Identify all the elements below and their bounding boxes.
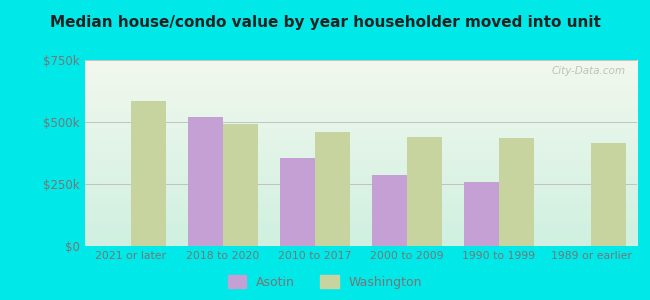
Bar [407, 137, 442, 246]
Bar [464, 182, 499, 246]
Bar [372, 175, 407, 246]
Bar [315, 132, 350, 246]
Text: City-Data.com: City-Data.com [552, 66, 626, 76]
Legend: Asotin, Washington: Asotin, Washington [222, 270, 428, 294]
Bar [499, 138, 534, 246]
Bar [591, 143, 626, 246]
Bar [222, 124, 257, 246]
Bar [188, 117, 222, 246]
Bar [280, 158, 315, 246]
Bar [131, 101, 166, 246]
Text: Median house/condo value by year householder moved into unit: Median house/condo value by year househo… [49, 15, 601, 30]
